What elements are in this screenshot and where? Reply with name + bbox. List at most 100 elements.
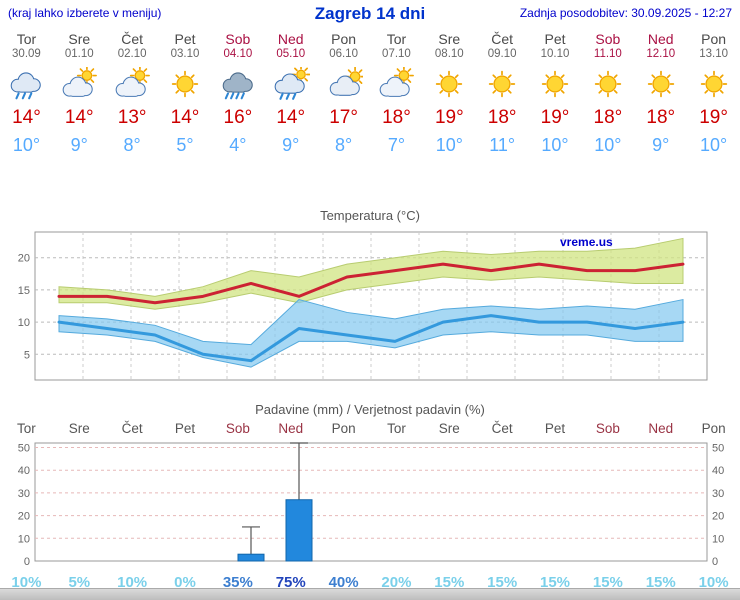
day-date: 02.10	[117, 48, 147, 60]
precip-probability: 15%	[434, 574, 465, 591]
day-date: 05.10	[276, 48, 306, 60]
forecast-day-06.10: Pon 06.10 17° 8°	[317, 31, 370, 158]
precip-day-label: Tor	[387, 421, 406, 436]
high-temp: 14°	[170, 107, 200, 128]
precip-day-label: Tor	[17, 421, 36, 436]
forecast-day-04.10: Sob 04.10 16° 4°	[211, 31, 264, 158]
cloud-shape	[62, 76, 94, 97]
rain-drops	[15, 92, 33, 100]
rain-icon	[0, 64, 53, 104]
footer-bar	[0, 588, 740, 600]
high-temp: 18°	[646, 107, 676, 128]
sunny-icon	[423, 64, 476, 104]
header: (kraj lahko izberete v meniju) Zagreb 14…	[0, 0, 740, 23]
precip-probability: 35%	[222, 574, 253, 591]
svg-text:50: 50	[18, 443, 30, 455]
day-date: 30.09	[12, 48, 41, 60]
high-temp: 18°	[487, 107, 517, 128]
low-temp: 9°	[652, 135, 670, 155]
sun-cloud-icon	[53, 64, 106, 104]
high-temp: 19°	[540, 107, 570, 128]
sunny-icon	[687, 64, 740, 104]
forecast-day-05.10: Ned 05.10 14° 9°	[264, 31, 317, 158]
low-temp: 10°	[12, 135, 41, 155]
high-temp: 14°	[64, 107, 94, 128]
precip-day-label: Sre	[68, 421, 90, 436]
precip-day-label: Sob	[595, 421, 620, 436]
svg-text:30: 30	[18, 488, 30, 500]
cloud-shape	[380, 76, 411, 97]
forecast-day-13.10: Pon 13.10 19° 10°	[687, 31, 740, 158]
sun-shower-icon	[264, 64, 317, 104]
menu-note: (kraj lahko izberete v meniju)	[8, 6, 162, 20]
watermark-link[interactable]: vreme.us	[560, 235, 613, 249]
precip-probability: 75%	[275, 574, 306, 591]
forecast-row: Tor 30.09 14° 10° Sre 01.10 14° 9° Čet 02.10 13° 8°…	[0, 31, 740, 158]
low-temp: 10°	[541, 135, 569, 155]
day-name: Čet	[491, 31, 514, 47]
high-temp: 13°	[117, 107, 147, 128]
page-title: Zagreb 14 dni	[314, 4, 426, 23]
low-temp: 5°	[176, 135, 194, 155]
precip-probability-row: 10% 5% 10% 0% 35% 75% 40% 20% 15% 15% 15% 15% 15% 10%	[0, 574, 740, 591]
sunny-icon	[159, 64, 212, 104]
forecast-day-30.09: Tor 30.09 14° 10°	[0, 31, 53, 158]
precip-probability: 40%	[328, 574, 359, 591]
precip-day-label: Pon	[331, 421, 356, 436]
precip-day-label: Čet	[121, 421, 143, 436]
temperature-chart: 5 10 15 20 vreme.us	[18, 231, 708, 381]
day-name: Sob	[225, 31, 251, 47]
svg-text:30: 30	[712, 488, 724, 500]
heavy-rain-icon	[211, 64, 264, 104]
day-date: 09.10	[487, 48, 517, 60]
day-name: Pon	[701, 31, 727, 47]
day-date: 06.10	[329, 48, 358, 60]
forecast-day-10.10: Pet 10.10 19° 10°	[529, 31, 582, 158]
svg-text:15: 15	[18, 285, 30, 297]
day-name: Čet	[121, 31, 144, 47]
low-temp: 9°	[70, 135, 88, 155]
high-temp: 18°	[593, 107, 623, 128]
sunny-icon	[581, 64, 634, 104]
low-temp: 7°	[387, 135, 406, 155]
svg-text:0: 0	[24, 556, 30, 568]
precip-day-labels: Tor Sre Čet Pet Sob Ned Pon Tor Sre Čet Pet Sob Ned P…	[0, 420, 740, 437]
max-temperature-line	[57, 262, 685, 305]
day-date: 10.10	[540, 48, 570, 60]
day-date: 08.10	[434, 48, 464, 60]
precip-day-label: Čet	[491, 421, 513, 436]
precip-day-label: Pet	[174, 421, 196, 436]
svg-text:40: 40	[712, 465, 724, 477]
low-temp: 10°	[699, 135, 728, 155]
svg-text:50: 50	[712, 443, 724, 455]
sun-shape	[77, 67, 98, 86]
low-temp: 11°	[489, 135, 516, 155]
precip-bar	[285, 499, 313, 562]
precip-probability: 10%	[698, 574, 729, 591]
day-name: Ned	[647, 31, 674, 47]
cloud-shape	[222, 72, 253, 93]
sun-shape	[436, 70, 463, 98]
day-name: Sre	[438, 31, 461, 47]
precip-day-label: Sob	[225, 421, 250, 436]
day-date: 04.10	[223, 48, 253, 60]
day-date: 13.10	[699, 48, 728, 60]
sun-shape	[541, 70, 569, 98]
day-date: 03.10	[170, 48, 200, 60]
cloud-shape	[11, 72, 42, 93]
rain-drops	[279, 92, 296, 100]
precip-day-label: Sre	[438, 421, 460, 436]
high-temp: 14°	[12, 107, 41, 128]
precip-probability: 15%	[540, 574, 571, 591]
precip-day-label: Pet	[544, 421, 566, 436]
precip-bar	[237, 553, 265, 562]
precip-probability: 5%	[68, 574, 91, 591]
forecast-day-01.10: Sre 01.10 14° 9°	[53, 31, 106, 158]
sunny-icon	[634, 64, 687, 104]
sun-cloud-icon	[370, 64, 423, 104]
precip-day-label: Pon	[701, 421, 726, 436]
svg-text:20: 20	[18, 511, 30, 523]
precip-probability: 15%	[645, 574, 676, 591]
forecast-day-09.10: Čet 09.10 18° 11°	[476, 31, 529, 158]
cloud-sun-icon	[317, 64, 370, 104]
